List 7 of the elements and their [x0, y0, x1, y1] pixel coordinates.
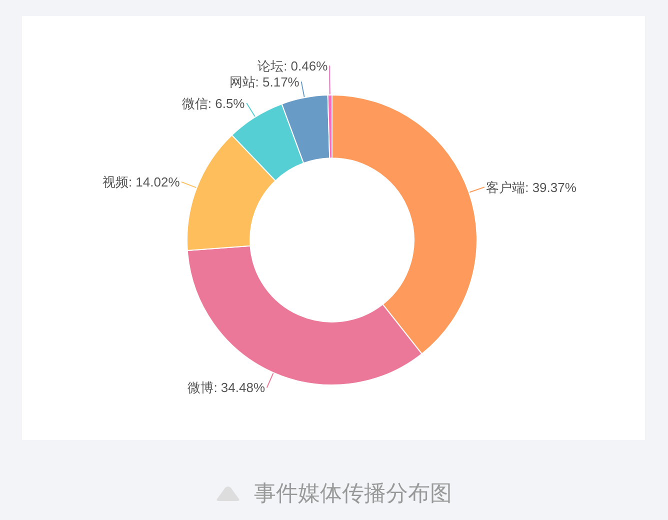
slice-label: 微信: 6.5% [182, 96, 246, 111]
slice-label: 论坛: 0.46% [258, 58, 328, 74]
text: 事件媒体传播分布图 [254, 480, 452, 506]
slice-label: 视频: 14.02% [102, 174, 180, 190]
slice-label: 网站: 5.17% [229, 74, 300, 90]
slice-label: 微博: 34.48% [188, 380, 266, 395]
slice-label: 客户端: 39.37% [486, 180, 577, 195]
